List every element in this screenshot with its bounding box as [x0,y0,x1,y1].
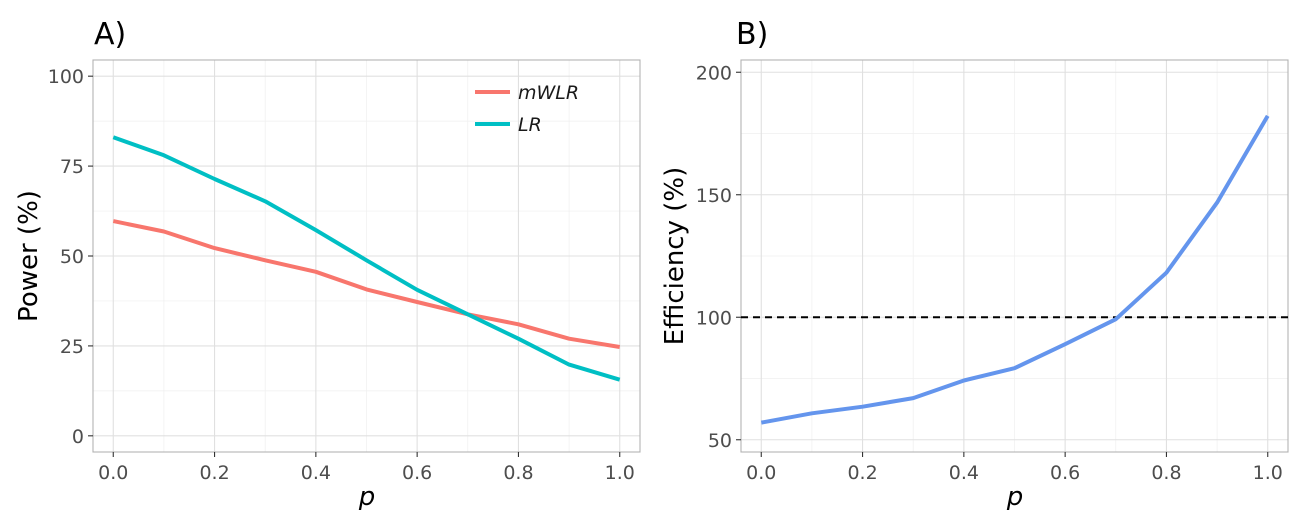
x-tick-label: 0.6 [1050,462,1080,484]
panel-a-y-axis-title: Power (%) [14,190,44,322]
y-tick-label: 100 [696,307,732,329]
x-tick-label: 0.6 [402,462,432,484]
y-tick-label: 25 [60,336,84,358]
panel-a-xticks: 0.0 0.2 0.4 0.6 0.8 1.0 [98,452,635,484]
x-tick-label: 0.0 [98,462,128,484]
panel-b-grid [741,60,1288,452]
panel-b-yticks: 50 100 150 200 [696,62,741,452]
panel-b-xticks: 0.0 0.2 0.4 0.6 0.8 1.0 [746,452,1283,484]
x-tick-label: 0.2 [847,462,877,484]
series-line-efficiency [760,114,1270,425]
x-tick-label: 1.0 [1253,462,1283,484]
x-tick-label: 0.4 [949,462,979,484]
legend-label-mwlr: mWLR [518,82,579,104]
panel-b-y-axis-title: Efficiency (%) [660,167,690,346]
x-tick-label: 0.8 [503,462,533,484]
panel-a-yticks: 0 25 50 75 100 [48,66,93,448]
y-tick-label: 100 [48,66,84,88]
x-tick-label: 1.0 [605,462,635,484]
panel-b-label: B) [736,17,768,52]
y-tick-label: 75 [60,156,84,178]
panel-a-label: A) [94,17,126,52]
y-tick-label: 0 [72,426,84,448]
panel-b-series [760,114,1270,425]
y-tick-label: 50 [60,246,84,268]
legend-label-lr: LR [518,114,542,136]
series-line-lr [112,135,621,382]
y-tick-label: 150 [696,185,732,207]
x-tick-label: 0.2 [199,462,229,484]
x-tick-label: 0.0 [746,462,776,484]
panel-a: A) 0.0 0.2 0.4 0.6 0.8 1.0 0 25 50 75 100 p Power… [14,17,641,512]
panel-a-x-axis-title: p [358,482,376,510]
panel-a-series [112,135,621,382]
panel-a-grid [93,60,640,452]
series-line-mwlr [112,219,621,349]
x-tick-label: 0.8 [1151,462,1181,484]
panel-b-border [740,59,1289,453]
y-tick-label: 50 [708,430,732,452]
panel-b-x-axis-title: p [1006,482,1024,510]
panel-a-legend: mWLR LR [475,82,579,136]
panel-b: B) 0.0 0.2 0.4 0.6 0.8 1.0 50 100 150 200 p Effi… [660,17,1289,512]
x-tick-label: 0.4 [301,462,331,484]
y-tick-label: 200 [696,62,732,84]
